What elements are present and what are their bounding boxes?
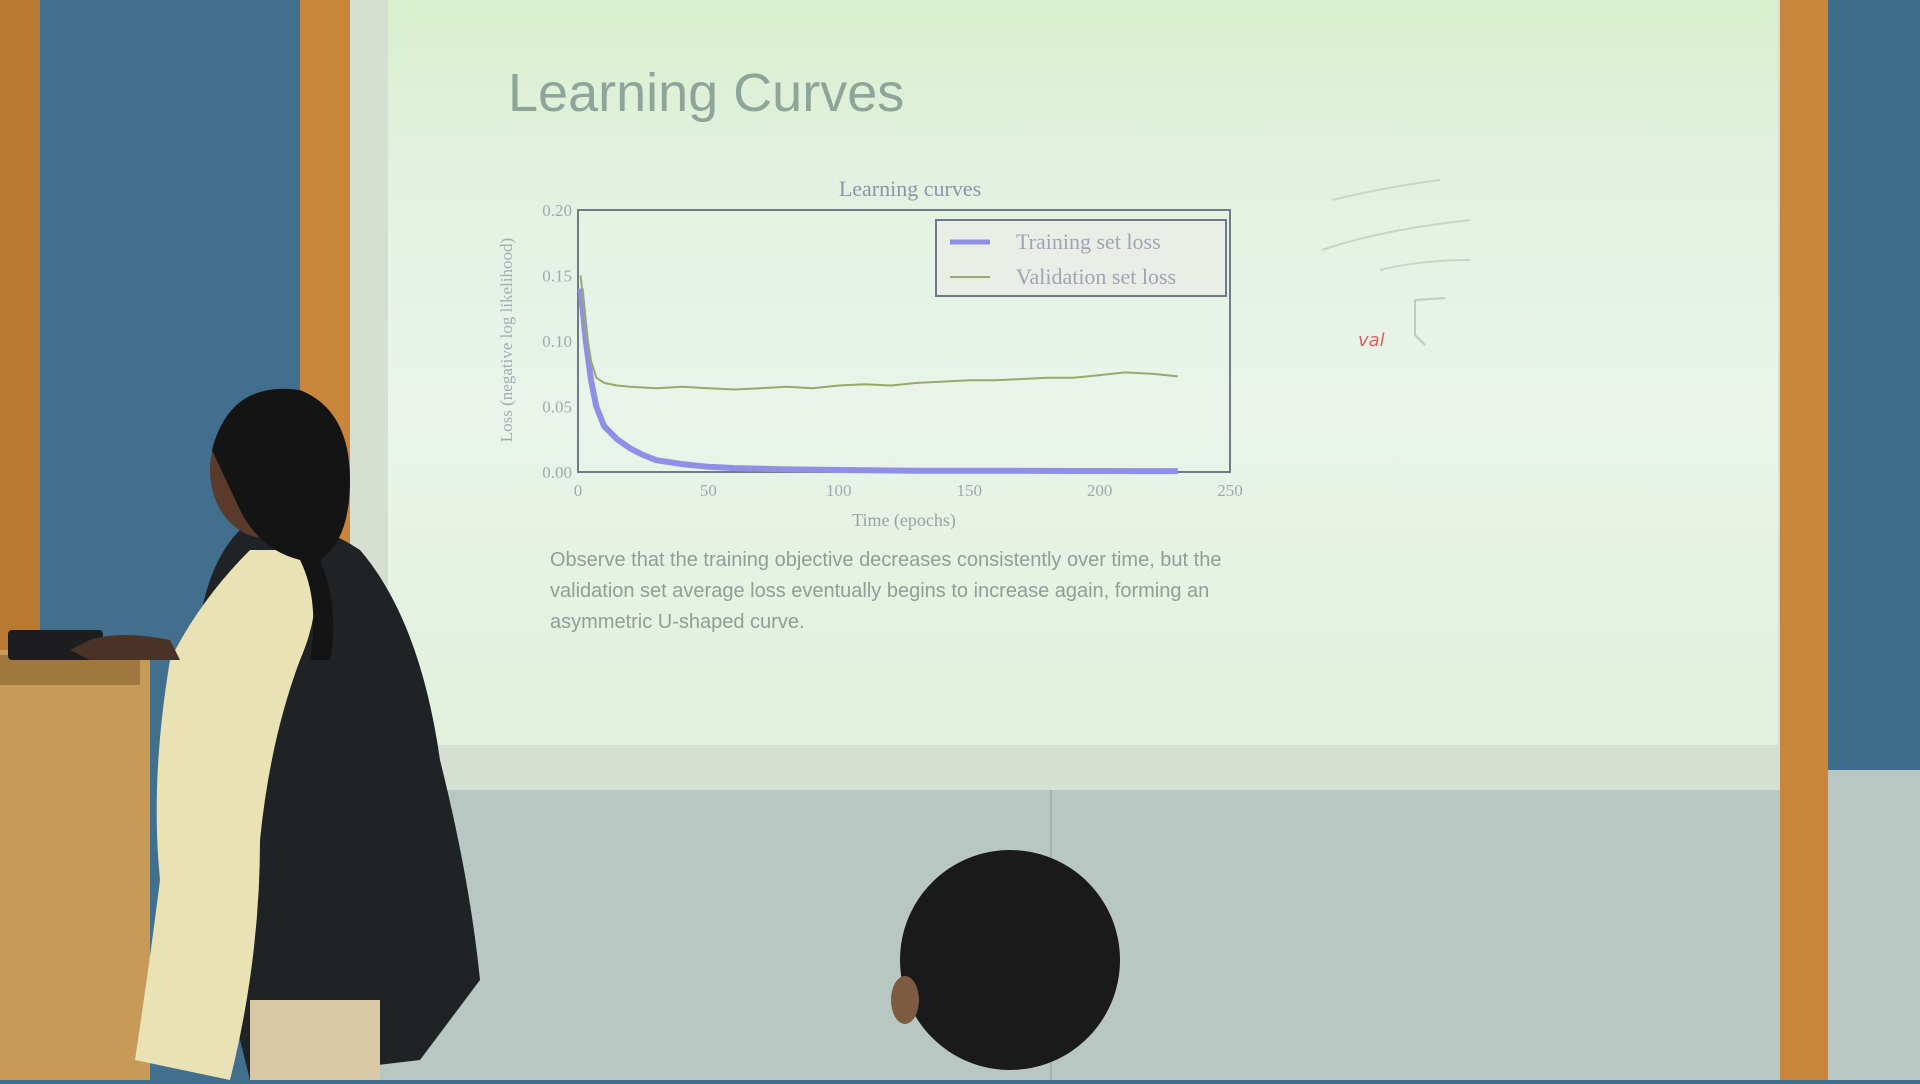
legend-training-label: Training set loss xyxy=(1016,229,1161,254)
legend: Training set loss Validation set loss xyxy=(935,219,1227,297)
legend-box xyxy=(935,219,1227,297)
annotation-stroke-2 xyxy=(1321,219,1471,251)
x-tick-label: 150 xyxy=(956,481,982,500)
learning-curves-chart: Learning curves 0 50 100 150 200 250 0.00 0.05 0… xyxy=(490,170,1250,540)
series-layer xyxy=(577,275,1178,475)
audience-hair xyxy=(900,850,1120,1070)
annotation-bracket xyxy=(1414,297,1446,346)
x-tick-label: 200 xyxy=(1087,481,1113,500)
y-tick-label: 0.00 xyxy=(542,463,572,482)
presenter-scarf xyxy=(135,550,315,1080)
annotation-stroke-1 xyxy=(1331,179,1441,201)
audience-ear xyxy=(891,976,919,1024)
y-tick-label: 0.10 xyxy=(542,332,572,351)
slide-caption: Observe that the training objective decr… xyxy=(550,549,1222,633)
presenter-arm xyxy=(70,635,180,660)
chart-title: Learning curves xyxy=(839,176,981,201)
presenter-leggings xyxy=(250,1000,380,1080)
presenter-hair xyxy=(212,388,350,660)
board-frame-right xyxy=(1780,0,1828,1080)
presenter xyxy=(0,360,520,1080)
audience-head xyxy=(891,850,1120,1070)
x-tick-label: 250 xyxy=(1217,481,1243,500)
axis-ticks: 0 50 100 150 200 250 0.00 0.05 0.10 0.15 0.20 xyxy=(542,201,1243,500)
y-axis-label: Loss (negative log likelihood) xyxy=(497,238,516,442)
x-tick-label: 50 xyxy=(700,481,717,500)
x-tick-label: 0 xyxy=(574,481,583,500)
chart-svg: Learning curves 0 50 100 150 200 2500.000.050… xyxy=(497,176,1243,531)
annotation-stroke-3 xyxy=(1379,259,1471,271)
right-wall xyxy=(1830,0,1920,800)
y-tick-label: 0.15 xyxy=(542,267,572,286)
validation-loss-line xyxy=(579,275,1178,391)
x-axis-label: Time (epochs) xyxy=(852,510,956,531)
slide-title: Learning Curves xyxy=(508,63,905,123)
y-tick-label: 0.20 xyxy=(542,201,572,220)
training-loss-line xyxy=(577,288,1178,475)
annotation-text: val xyxy=(1358,330,1385,351)
x-tick-label: 100 xyxy=(826,481,852,500)
y-tick-label: 0.05 xyxy=(542,398,572,417)
projected-slide xyxy=(388,0,1778,745)
legend-validation-label: Validation set loss xyxy=(1016,264,1176,289)
presenter-figure xyxy=(70,388,480,1080)
podium xyxy=(0,650,150,1080)
handwritten-annotations xyxy=(1321,179,1471,346)
